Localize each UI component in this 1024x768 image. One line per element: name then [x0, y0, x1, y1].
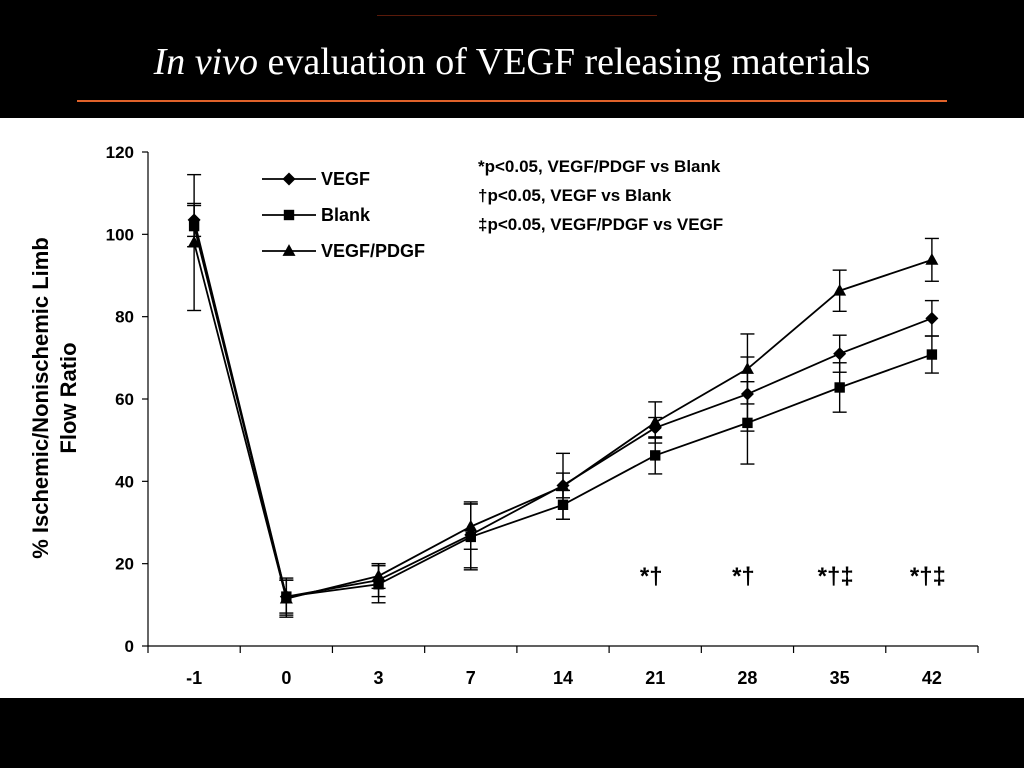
- significance-mark: *†: [640, 563, 663, 590]
- series-line: [193, 219, 933, 598]
- data-point: [464, 519, 478, 532]
- y-tick-label: 120: [106, 143, 134, 162]
- slide-title-rest: evaluation of VEGF releasing materials: [258, 41, 871, 83]
- data-point: [650, 450, 661, 461]
- data-point: [187, 235, 201, 248]
- slide-title-italic: In vivo: [153, 41, 259, 83]
- series-vegf: [187, 202, 939, 616]
- y-axis-title-line: Flow Ratio: [56, 342, 81, 453]
- significance-note: *p<0.05, VEGF/PDGF vs Blank: [478, 157, 721, 176]
- x-tick-label: 3: [374, 668, 384, 688]
- top-accent-line: [377, 15, 657, 16]
- y-tick-label: 0: [125, 637, 134, 656]
- legend-marker: [283, 209, 295, 221]
- x-tick-label: 21: [645, 668, 665, 688]
- chart-axes: 0 20 40 60 80 100 120 -1 0 3 7 14 21 28 35 42 % Ischemic…: [28, 143, 979, 688]
- chart-series: [187, 173, 939, 618]
- x-tick-label: 42: [922, 668, 942, 688]
- series-vegf-pdgf: [187, 173, 939, 618]
- x-tick-label: -1: [186, 668, 202, 688]
- chart-annotations: *p<0.05, VEGF/PDGF vs Blank †p<0.05, VEGF…: [478, 157, 946, 590]
- x-tick-label: 0: [281, 668, 291, 688]
- x-tick-label: 7: [466, 668, 476, 688]
- series-line: [193, 225, 933, 598]
- data-point: [834, 382, 845, 393]
- significance-note: †p<0.05, VEGF vs Blank: [478, 186, 672, 205]
- title-underline: [77, 100, 947, 102]
- legend-item: VEGF/PDGF: [262, 241, 425, 261]
- data-point: [372, 569, 386, 581]
- y-axis-title-line: % Ischemic/Nonischemic Limb: [28, 237, 53, 559]
- y-tick-label: 80: [115, 308, 134, 327]
- y-tick-label: 40: [115, 472, 134, 491]
- slide-header: In vivo evaluation of VEGF releasing mat…: [0, 0, 1024, 118]
- chart-panel: 0 20 40 60 80 100 120 -1 0 3 7 14 21 28 35 42 % Ischemic…: [0, 118, 1024, 698]
- data-point: [833, 283, 847, 296]
- series-line: [193, 242, 933, 600]
- data-point: [925, 311, 939, 325]
- y-tick-label: 20: [115, 555, 134, 574]
- x-tick-label: 14: [553, 668, 573, 688]
- legend-marker: [282, 244, 296, 256]
- legend-item: Blank: [262, 205, 371, 225]
- data-point: [279, 591, 293, 604]
- data-point: [556, 479, 570, 492]
- data-point: [833, 347, 847, 361]
- series-blank: [187, 204, 939, 614]
- data-point: [742, 417, 753, 429]
- significance-mark: *†‡: [818, 563, 854, 590]
- y-tick-label: 100: [106, 225, 134, 244]
- data-point: [648, 415, 662, 428]
- y-tick-label: 60: [115, 390, 134, 409]
- legend-marker: [282, 172, 296, 186]
- data-point: [926, 349, 938, 360]
- legend-label: VEGF/PDGF: [321, 241, 425, 261]
- significance-mark: *†: [732, 563, 755, 590]
- data-point: [740, 362, 754, 374]
- legend-item: VEGF: [262, 169, 370, 189]
- legend-label: VEGF: [321, 169, 370, 189]
- data-point: [925, 253, 939, 265]
- bottom-band: [0, 698, 1024, 768]
- legend-label: Blank: [321, 205, 371, 225]
- slide-title: In vivo evaluation of VEGF releasing mat…: [0, 40, 1024, 84]
- y-axis-title: % Ischemic/Nonischemic Limb Flow Ratio: [28, 237, 81, 559]
- significance-note: ‡p<0.05, VEGF/PDGF vs VEGF: [478, 215, 723, 234]
- significance-mark: *†‡: [910, 563, 946, 590]
- chart-legend: VEGF Blank VEGF/PDGF: [262, 169, 425, 261]
- x-tick-label: 35: [830, 668, 850, 688]
- flow-ratio-chart: 0 20 40 60 80 100 120 -1 0 3 7 14 21 28 35 42 % Ischemic…: [28, 143, 979, 688]
- x-tick-label: 28: [737, 668, 757, 688]
